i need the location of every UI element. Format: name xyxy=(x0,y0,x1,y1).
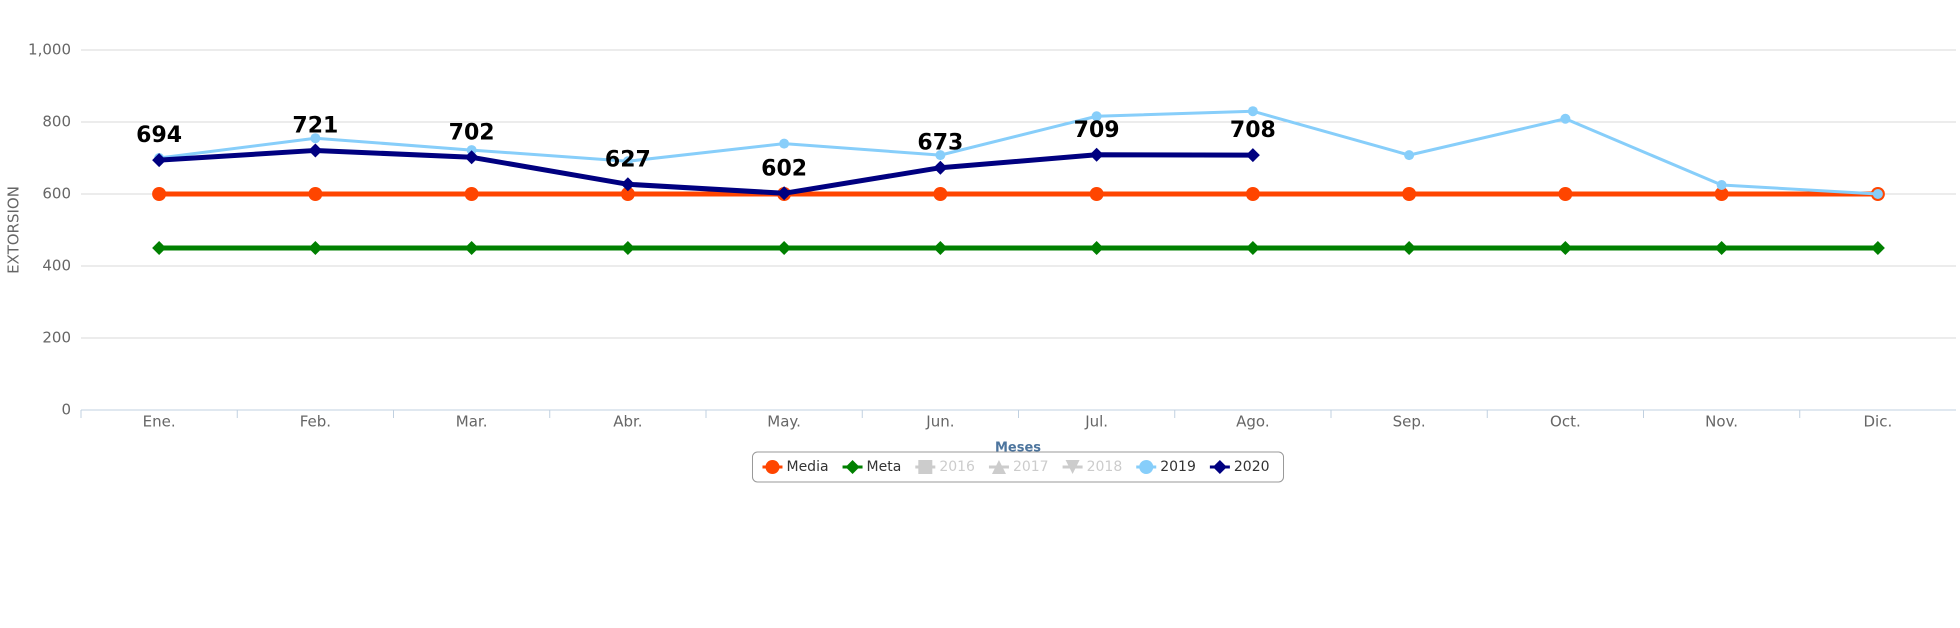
point xyxy=(620,241,635,255)
x-tick-label: Ago. xyxy=(1236,413,1269,431)
point xyxy=(464,241,479,255)
point xyxy=(310,133,321,144)
point xyxy=(1089,187,1104,201)
point xyxy=(1089,241,1104,255)
point xyxy=(933,241,948,255)
point xyxy=(308,241,323,255)
legend-marker xyxy=(918,460,933,474)
point xyxy=(1716,180,1727,190)
legend-marker xyxy=(1139,460,1154,474)
legend-label: 2018 xyxy=(1087,459,1123,475)
point xyxy=(620,187,635,201)
point xyxy=(1872,189,1883,199)
point xyxy=(1404,150,1415,161)
y-tick-label: 200 xyxy=(42,329,71,347)
point xyxy=(1247,106,1258,117)
point xyxy=(152,153,167,168)
y-axis-title: EXTORSION xyxy=(5,186,23,274)
point xyxy=(1245,148,1260,163)
point xyxy=(1558,241,1573,255)
point xyxy=(622,156,633,167)
data-label: 721 xyxy=(292,113,338,138)
y-tick-label: 0 xyxy=(61,401,71,419)
point xyxy=(1091,111,1102,122)
point xyxy=(308,143,323,158)
point xyxy=(308,187,323,201)
point xyxy=(933,187,948,201)
legend-label: Media xyxy=(786,459,828,475)
x-tick-label: Dic. xyxy=(1864,413,1893,431)
point xyxy=(1402,241,1417,255)
legend-marker xyxy=(845,460,860,474)
y-tick-label: 400 xyxy=(42,257,71,275)
x-tick-label: Nov. xyxy=(1705,413,1738,431)
point xyxy=(1558,187,1573,201)
legend-marker xyxy=(1212,460,1227,474)
legend: Media Meta 2016 2017 2018 2019 2020 xyxy=(751,451,1285,483)
point xyxy=(1089,147,1104,162)
point xyxy=(933,160,948,175)
legend-label: 2019 xyxy=(1160,459,1196,475)
point xyxy=(1560,113,1571,124)
point xyxy=(464,187,479,201)
point xyxy=(152,187,167,201)
legend-marker xyxy=(1065,460,1080,474)
point xyxy=(1870,241,1885,255)
legend-marker xyxy=(765,460,780,474)
x-tick-label: Oct. xyxy=(1550,413,1581,431)
legend-marker xyxy=(991,460,1006,474)
x-tick-label: Jul. xyxy=(1084,413,1108,431)
x-tick-label: Jun. xyxy=(925,413,954,431)
legend-label: Meta xyxy=(867,459,902,475)
data-label: 673 xyxy=(917,131,963,156)
data-label: 708 xyxy=(1230,118,1276,143)
point xyxy=(152,241,167,255)
y-tick-label: 1,000 xyxy=(28,41,71,59)
data-label: 709 xyxy=(1074,118,1120,143)
point xyxy=(777,241,792,255)
point xyxy=(620,177,635,192)
x-tick-label: May. xyxy=(767,413,801,431)
point xyxy=(777,186,792,201)
x-tick-label: Abr. xyxy=(613,413,642,431)
legend-label: 2017 xyxy=(1013,459,1049,475)
data-label: 694 xyxy=(136,123,182,148)
point xyxy=(1402,187,1417,201)
data-label: 627 xyxy=(605,147,651,172)
y-tick-label: 800 xyxy=(42,113,71,131)
y-tick-label: 600 xyxy=(42,185,71,203)
point xyxy=(1714,241,1729,255)
x-tick-label: Sep. xyxy=(1393,413,1426,431)
x-tick-label: Mar. xyxy=(456,413,488,431)
point xyxy=(779,138,790,149)
data-label: 602 xyxy=(761,156,807,181)
x-tick-label: Feb. xyxy=(300,413,331,431)
point xyxy=(1714,187,1729,201)
point xyxy=(935,150,946,161)
point xyxy=(1245,241,1260,255)
legend-label: 2016 xyxy=(939,459,975,475)
series-line xyxy=(158,109,1878,196)
legend-label: 2020 xyxy=(1234,459,1270,475)
series-line xyxy=(158,147,1253,196)
legend-box xyxy=(751,451,1285,483)
x-tick-label: Ene. xyxy=(143,413,176,431)
data-label: 702 xyxy=(449,120,495,145)
point xyxy=(466,145,477,156)
point xyxy=(1245,187,1260,201)
point xyxy=(464,150,479,165)
